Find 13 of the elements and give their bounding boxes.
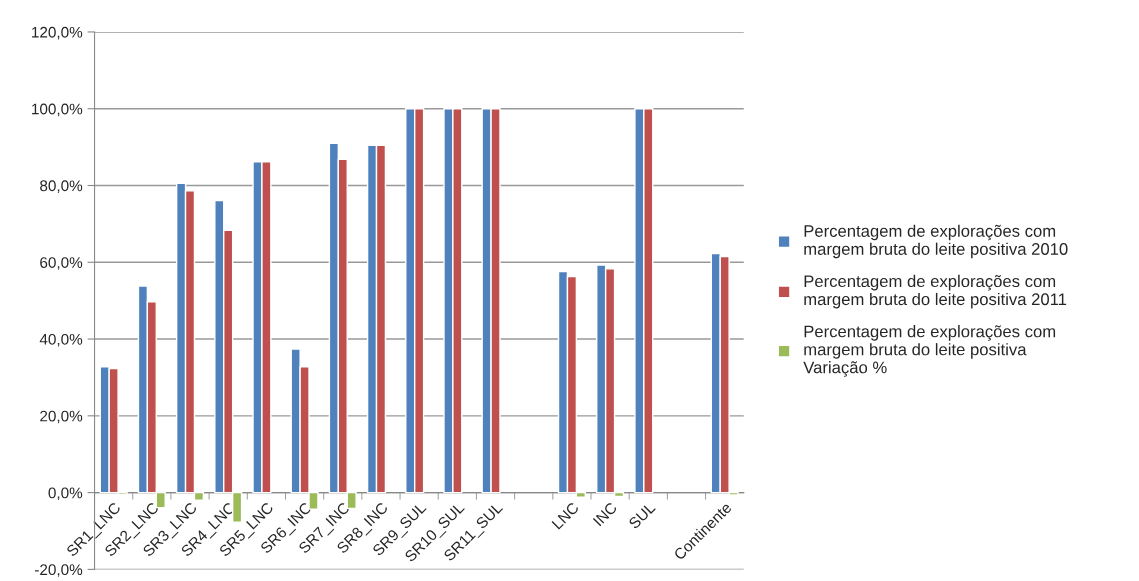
y-tick-label: 40,0% [39,333,83,347]
x-tick-label: INC [592,501,618,527]
legend-label: Percentagem de explorações com margem bruta do leite positiva Variação % [803,325,1056,377]
y-tick-label: 0,0% [48,487,83,501]
y-tick-label: 120,0% [32,26,83,40]
y-tick-label: -20,0% [35,564,83,577]
y-tick-label: 80,0% [40,180,83,193]
x-tick-label: SUL [628,501,656,530]
y-tick-label: 60,0% [40,257,83,270]
legend-label: Percentagem de explorações com margem bruta do leite positiva 2010 [804,224,1068,259]
y-tick-label: 20,0% [40,410,83,424]
y-tick-label: 100,0% [32,103,83,117]
legend-label: Percentagem de explorações com margem bruta do leite positiva 2011 [804,274,1067,309]
